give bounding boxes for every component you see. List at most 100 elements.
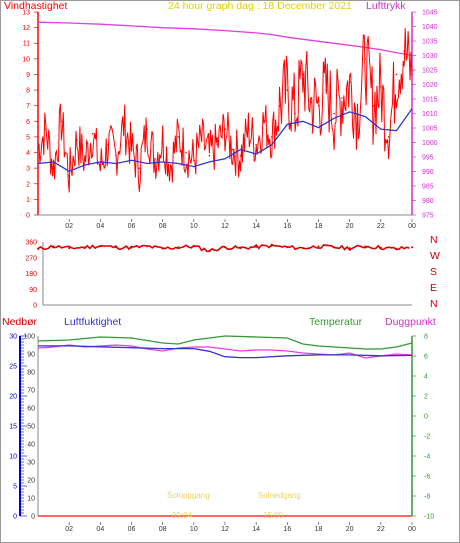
direction-y-tick-180: 180 bbox=[25, 271, 37, 278]
wind-direction-point bbox=[411, 246, 413, 249]
precip-y-tick-5: 5 bbox=[13, 484, 17, 491]
wind-speed-line bbox=[37, 28, 413, 193]
precip-y-tick-0: 0 bbox=[13, 514, 17, 521]
wind-speed-point bbox=[185, 151, 187, 154]
wind-x-tick-18: 18 bbox=[315, 223, 323, 230]
wind-x-tick-10: 10 bbox=[190, 223, 198, 230]
wind-direction-point bbox=[395, 248, 398, 250]
pressure-y-tick-1035: 1035 bbox=[422, 39, 438, 46]
pressure-y-tick-980: 980 bbox=[422, 198, 434, 205]
humidity-x-tick-16: 16 bbox=[283, 526, 291, 533]
sunset-time: 15:00 bbox=[263, 511, 284, 520]
wind-speed-point bbox=[231, 148, 234, 151]
wind-direction-point bbox=[270, 244, 273, 247]
humidity-x-tick-08: 08 bbox=[159, 526, 167, 533]
humidity-y-tick-0: 0 bbox=[31, 514, 35, 521]
wind-speed-point bbox=[193, 159, 195, 162]
humidity-x-tick-10: 10 bbox=[190, 526, 198, 533]
wind-direction-point bbox=[68, 247, 71, 250]
wind-direction-point bbox=[52, 245, 55, 248]
humidity-y-tick-90: 90 bbox=[27, 352, 35, 359]
direction-label-n-bottom: N bbox=[430, 298, 438, 310]
wind-direction-point bbox=[83, 246, 86, 249]
wind-direction-point bbox=[239, 247, 242, 250]
humidity-line bbox=[38, 345, 413, 359]
humidity-x-tick-06: 06 bbox=[128, 526, 136, 533]
wind-direction-point bbox=[348, 247, 351, 250]
wind-speed-point bbox=[154, 157, 156, 160]
wind-y-tick-1: 1 bbox=[26, 197, 30, 204]
wind-speed-point bbox=[325, 89, 328, 91]
wind-speed-point bbox=[395, 73, 398, 76]
wind-y-tick-10: 10 bbox=[22, 56, 30, 63]
wind-direction-line bbox=[37, 243, 410, 253]
direction-y-tick-360: 360 bbox=[25, 240, 37, 247]
sunrise-label: Soloppgang bbox=[167, 491, 210, 500]
wind-direction-point bbox=[255, 245, 258, 248]
wind-speed-point bbox=[317, 104, 320, 107]
humidity-x-tick-04: 04 bbox=[96, 526, 104, 533]
temperature-line bbox=[37, 335, 413, 350]
temperature-label: Temperatur bbox=[309, 316, 363, 328]
wind-speed-point bbox=[216, 143, 219, 146]
wind-speed-point bbox=[83, 159, 86, 162]
humidity-x-tick-22: 22 bbox=[377, 526, 385, 533]
wind-speed-point bbox=[161, 139, 164, 141]
wind-y-tick-7: 7 bbox=[26, 103, 30, 110]
wind-speed-point bbox=[286, 89, 289, 91]
pressure-y-tick-1010: 1010 bbox=[422, 111, 438, 118]
dewpoint-label: Duggpunkt bbox=[385, 316, 436, 328]
wind-y-tick-8: 8 bbox=[26, 88, 30, 95]
temperature-y-tick-4: 4 bbox=[424, 374, 428, 381]
pressure-y-tick-975: 975 bbox=[422, 213, 434, 220]
wind-speed-point bbox=[37, 148, 39, 151]
pressure-y-tick-1015: 1015 bbox=[422, 97, 438, 104]
temperature-y-tick--4: -4 bbox=[424, 454, 430, 461]
wind-x-tick-20: 20 bbox=[346, 223, 354, 230]
wind-speed-point bbox=[255, 143, 257, 146]
pressure-y-tick-1025: 1025 bbox=[422, 68, 438, 75]
humidity-x-tick-02: 02 bbox=[65, 526, 73, 533]
wind-speed-point bbox=[239, 154, 242, 157]
wind-speed-point bbox=[380, 86, 382, 88]
wind-speed-point bbox=[122, 123, 125, 126]
wind-speed-point bbox=[364, 58, 367, 60]
precip-y-tick-30: 30 bbox=[9, 334, 17, 341]
wind-direction-point bbox=[99, 244, 102, 247]
wind-direction-point bbox=[208, 249, 211, 252]
wind-y-tick-6: 6 bbox=[26, 119, 30, 126]
temperature-y-tick--10: -10 bbox=[424, 514, 434, 521]
wind-speed-point bbox=[68, 175, 70, 177]
wind-direction-point bbox=[192, 245, 195, 248]
wind-y-tick-0: 0 bbox=[26, 213, 30, 220]
wind-x-tick-04: 04 bbox=[96, 223, 104, 230]
wind-x-tick-02: 02 bbox=[65, 223, 73, 230]
precip-y-tick-25: 25 bbox=[9, 364, 17, 371]
wind-speed-point bbox=[302, 73, 304, 76]
temperature-y-tick--6: -6 bbox=[424, 474, 430, 481]
temperature-y-tick--2: -2 bbox=[424, 434, 430, 441]
wind-x-tick-14: 14 bbox=[252, 223, 260, 230]
avg-wind-line bbox=[37, 108, 413, 173]
wind-speed-point bbox=[309, 101, 312, 104]
wind-speed-point bbox=[247, 128, 250, 130]
pressure-y-tick-1005: 1005 bbox=[422, 126, 438, 133]
humidity-y-tick-60: 60 bbox=[27, 406, 35, 413]
pressure-y-tick-1030: 1030 bbox=[422, 53, 438, 60]
precip-y-tick-10: 10 bbox=[9, 454, 17, 461]
wind-direction-point bbox=[364, 245, 367, 248]
wind-direction-point bbox=[177, 246, 180, 249]
humidity-x-tick-00: 00 bbox=[408, 526, 416, 533]
wind-x-tick-22: 22 bbox=[377, 223, 385, 230]
direction-y-tick-270: 270 bbox=[25, 255, 37, 262]
wind-direction-point bbox=[146, 245, 149, 248]
wind-speed-point bbox=[411, 73, 413, 76]
temperature-y-tick-8: 8 bbox=[424, 334, 428, 341]
wind-speed-point bbox=[177, 136, 180, 138]
temperature-y-tick-2: 2 bbox=[424, 394, 428, 401]
wind-speed-point bbox=[278, 104, 281, 107]
wind-speed-point bbox=[333, 112, 335, 115]
wind-direction-point bbox=[130, 246, 133, 249]
humidity-y-tick-100: 100 bbox=[23, 334, 35, 341]
